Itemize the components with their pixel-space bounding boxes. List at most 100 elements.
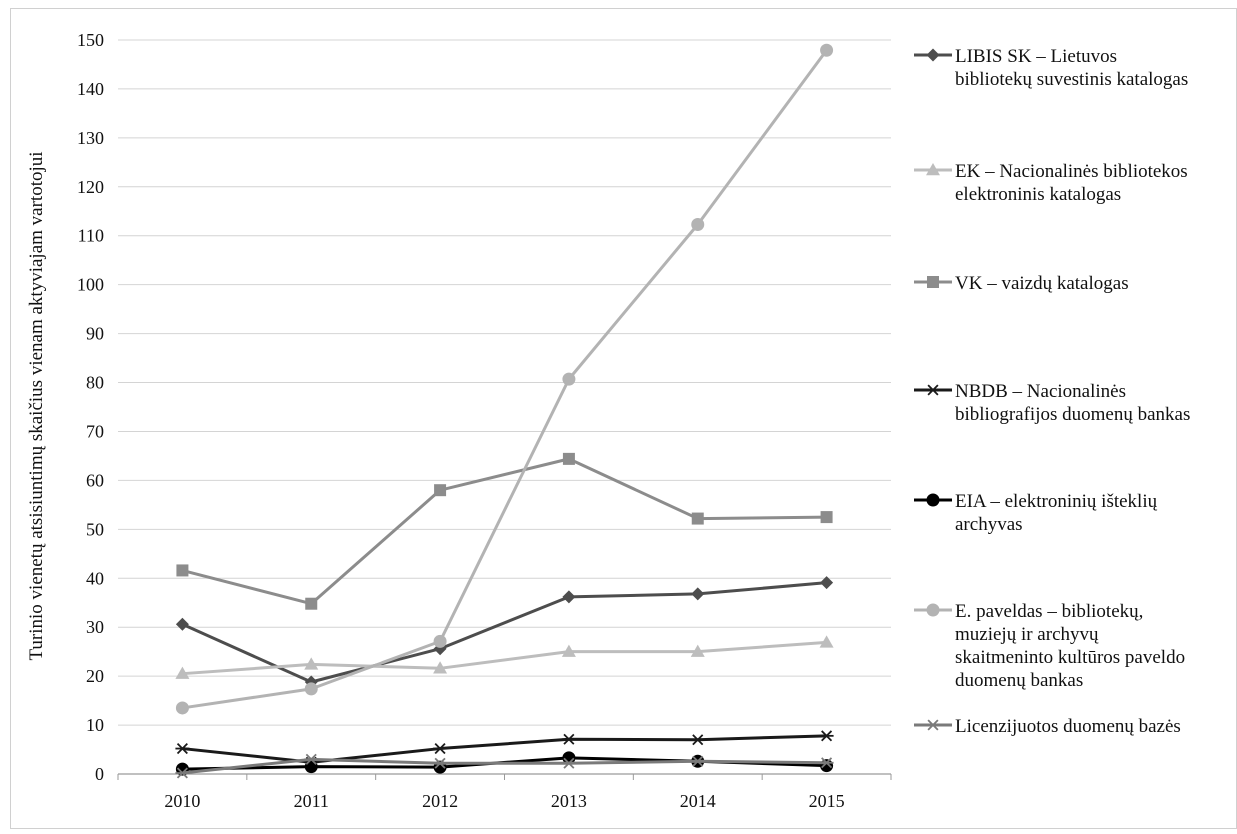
data-point [562, 590, 576, 604]
y-tick-label: 30 [86, 617, 104, 637]
legend-item: E. paveldas – bibliotekų,muziejų ir arch… [914, 601, 1185, 691]
y-tick-label: 80 [86, 373, 104, 393]
y-tick-label: 0 [95, 764, 104, 784]
series-3 [175, 730, 834, 768]
y-tick-label: 70 [86, 421, 104, 441]
legend-marker [927, 276, 939, 288]
data-point [305, 597, 318, 610]
data-point [690, 755, 705, 767]
legend-label: bibliotekų suvestinis katalogas [955, 69, 1188, 90]
data-point [819, 730, 834, 742]
data-point [434, 484, 447, 497]
series-line [182, 640, 827, 676]
data-point [819, 757, 834, 769]
legend-marker [926, 603, 940, 617]
legend-label: skaitmeninto kultūros paveldo [955, 647, 1185, 668]
data-point [561, 644, 576, 657]
legend-label: EIA – elektroninių išteklių [955, 491, 1158, 512]
x-tick-label: 2012 [422, 791, 458, 811]
data-point [433, 661, 448, 674]
x-tick-label: 2010 [164, 791, 200, 811]
data-point [820, 43, 834, 57]
y-axis-title: Turinio vienetų atsisiuntimų skaičius vi… [26, 151, 47, 660]
legend-label: E. paveldas – bibliotekų, [955, 601, 1143, 622]
series-5 [175, 43, 834, 715]
legend-label: LIBIS SK – Lietuvos [955, 46, 1117, 67]
legend-label: bibliografijos duomenų bankas [955, 404, 1190, 425]
legend-marker [926, 493, 940, 507]
data-point [561, 757, 576, 769]
x-tick-label: 2015 [809, 791, 845, 811]
series-6 [175, 753, 834, 779]
data-point [175, 617, 189, 631]
x-tick-label: 2011 [294, 791, 329, 811]
y-tick-label: 140 [77, 79, 104, 99]
data-point [175, 767, 190, 779]
legend-label: VK – vaizdų katalogas [955, 273, 1129, 294]
series-2 [176, 452, 833, 610]
series-line [182, 757, 827, 775]
y-tick-label: 150 [77, 30, 104, 50]
series-lines [175, 43, 834, 779]
data-point [304, 682, 318, 696]
data-point [433, 757, 448, 769]
legend-label: EK – Nacionalinės bibliotekos [955, 161, 1188, 182]
legend-item: EK – Nacionalinės bibliotekoselektronini… [914, 161, 1188, 205]
y-tick-label: 50 [86, 519, 104, 539]
data-point [562, 452, 575, 465]
legend-marker [926, 719, 940, 731]
legend-marker [926, 384, 940, 396]
data-point [304, 753, 319, 765]
legend-label: muziejų ir archyvų [955, 624, 1099, 645]
data-point [819, 635, 834, 648]
series-line [182, 457, 827, 606]
data-point [175, 701, 189, 715]
legend-label: duomenų bankas [955, 670, 1083, 691]
legend-marker [926, 163, 940, 176]
y-tick-label: 40 [86, 568, 104, 588]
series-line [182, 734, 827, 764]
data-point [690, 644, 705, 657]
y-tick-label: 100 [77, 275, 104, 295]
data-point [304, 760, 318, 774]
legend-item: Licenzijuotos duomenų bazės [914, 716, 1181, 737]
series-line [182, 49, 828, 710]
data-point [562, 372, 576, 386]
data-point [691, 512, 704, 525]
y-tick-label: 10 [86, 715, 104, 735]
axes: 0 10 20 30 40 50 60 70 80 90 100 110 120 130 140 150 201… [77, 30, 892, 811]
gridlines [118, 39, 891, 726]
y-tick-label: 90 [86, 324, 104, 344]
series-line [181, 581, 827, 684]
x-tick-label: 2013 [551, 791, 587, 811]
data-point [820, 759, 834, 773]
data-point [176, 564, 189, 577]
y-tick-label: 120 [77, 177, 104, 197]
series-1 [175, 635, 834, 679]
data-point [433, 634, 447, 648]
data-point [820, 576, 834, 590]
data-point [691, 587, 705, 601]
data-point [820, 511, 833, 524]
y-tick-label: 60 [86, 470, 104, 490]
data-point [433, 743, 448, 755]
legend-item: VK – vaizdų katalogas [914, 273, 1129, 294]
y-tick-label: 110 [78, 226, 104, 246]
data-point [691, 217, 705, 231]
legend-label: elektroninis katalogas [955, 184, 1121, 205]
data-point [690, 734, 705, 746]
data-point [561, 733, 576, 745]
legend-label: Licenzijuotos duomenų bazės [955, 716, 1181, 737]
data-point [175, 666, 190, 679]
data-point [175, 743, 190, 755]
data-point [304, 657, 319, 670]
x-tick-label: 2014 [680, 791, 716, 811]
y-tick-label: 20 [86, 666, 104, 686]
y-tick-label: 130 [77, 128, 104, 148]
